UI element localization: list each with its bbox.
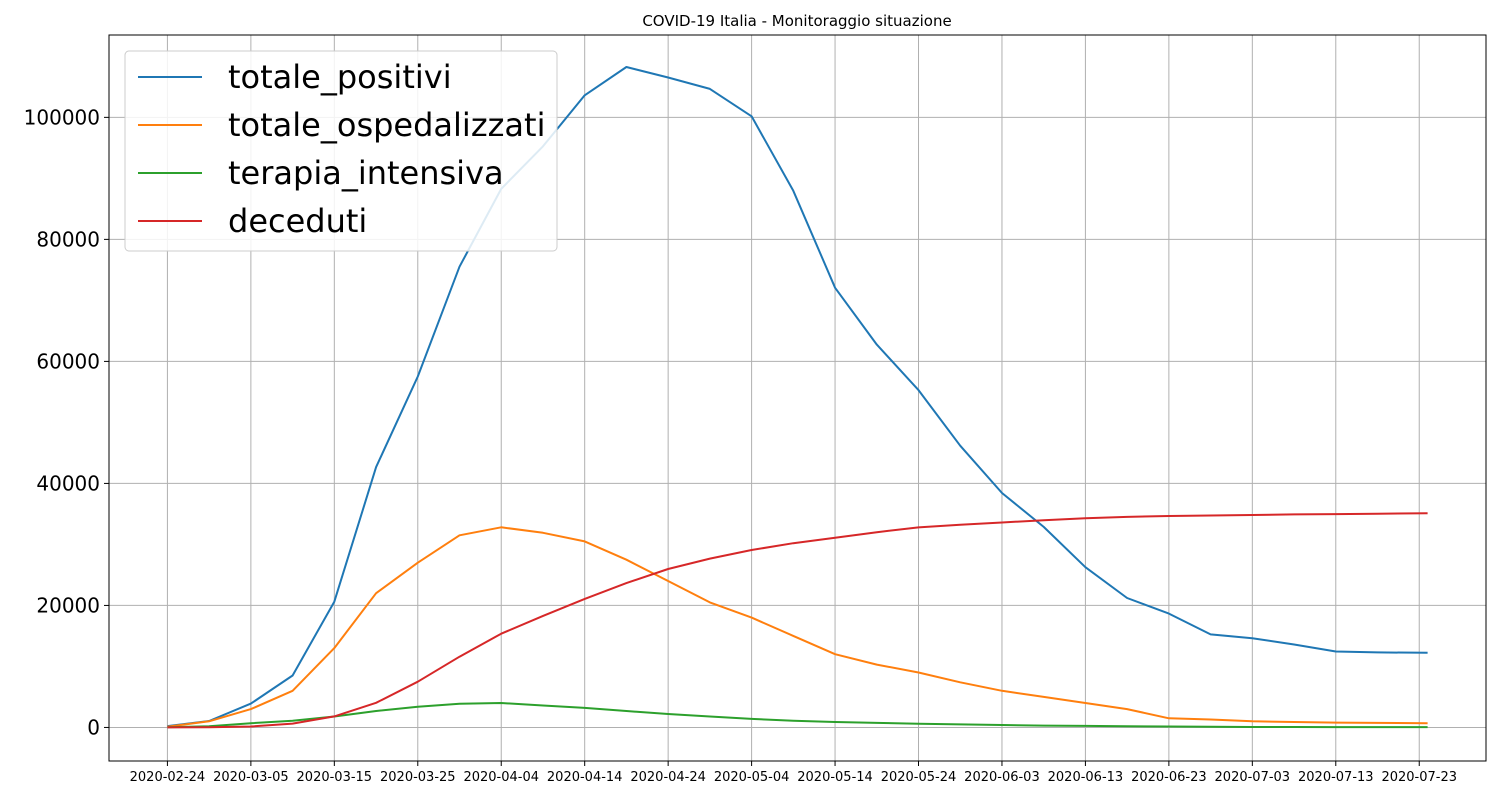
x-tick-label: 2020-05-14: [797, 770, 873, 785]
x-tick-label: 2020-03-05: [213, 770, 289, 785]
y-tick-label: 20000: [36, 593, 100, 617]
x-tick-label: 2020-05-24: [881, 770, 957, 785]
x-tick-label: 2020-07-13: [1298, 770, 1374, 785]
series-line-totale-positivi: [167, 66, 1428, 728]
x-tick-label: 2020-04-24: [630, 770, 706, 785]
legend-label: deceduti: [228, 202, 367, 240]
series-line-totale-ospedalizzati: [167, 526, 1428, 728]
y-axis: 0 20000 40000 60000 80000 100000: [24, 105, 109, 739]
x-tick-label: 2020-04-04: [463, 770, 539, 785]
x-tick-label: 2020-03-15: [297, 770, 373, 785]
legend: totale_positivi totale_ospedalizzatiterap…: [124, 50, 558, 252]
y-tick-label: 100000: [24, 105, 100, 129]
y-tick-label: 0: [87, 715, 100, 739]
x-tick-label: 2020-07-03: [1215, 770, 1291, 785]
y-tick-label: 80000: [36, 227, 100, 251]
x-tick-label: 2020-04-14: [547, 770, 623, 785]
legend-label: totale_ospedalizzati: [228, 106, 545, 144]
x-tick-label: 2020-02-24: [130, 770, 206, 785]
x-tick-label: 2020-06-13: [1048, 770, 1124, 785]
x-tick-label: 2020-07-23: [1381, 770, 1457, 785]
series-line-terapia-intensiva: [167, 702, 1428, 729]
legend-box: [124, 50, 558, 252]
x-tick-label: 2020-05-04: [714, 770, 790, 785]
x-tick-label: 2020-06-23: [1131, 770, 1207, 785]
x-tick-label: 2020-06-03: [964, 770, 1040, 785]
x-tick-label: 2020-03-25: [380, 770, 456, 785]
x-axis: 2020-02-24 2020-03-05 2020-03-15 2020-03-25…: [130, 761, 1457, 785]
y-tick-label: 40000: [36, 471, 100, 495]
series-layer: [167, 66, 1428, 729]
series-line-deceduti: [167, 512, 1428, 729]
y-tick-label: 60000: [36, 349, 100, 373]
grid: [109, 35, 1486, 761]
legend-label: totale_positivi: [228, 58, 452, 96]
legend-label: terapia_intensiva: [228, 154, 504, 192]
chart-title: COVID-19 Italia - Monitoraggio situazion…: [642, 12, 951, 30]
plot-frame: [108, 34, 1487, 762]
